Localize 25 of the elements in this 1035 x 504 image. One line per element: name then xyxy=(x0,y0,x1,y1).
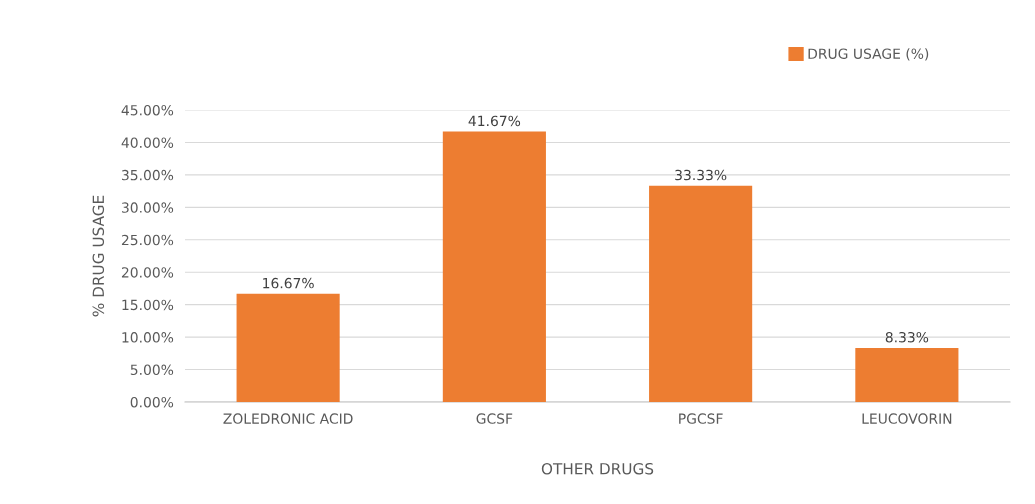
x-tick-label: PGCSF xyxy=(679,413,723,424)
y-tick-label: 35.00% xyxy=(121,169,174,181)
y-tick-label: 10.00% xyxy=(122,332,174,343)
data-label: 16.67% xyxy=(263,277,314,289)
bar xyxy=(442,131,546,402)
y-tick-label: 20.00% xyxy=(121,267,174,278)
bar xyxy=(236,293,340,402)
y-tick-label: 30.00% xyxy=(121,202,174,213)
x-axis-title: OTHER DRUGS xyxy=(541,462,654,475)
y-tick-label: 25.00% xyxy=(121,234,174,246)
y-axis-title: % DRUG USAGE xyxy=(92,195,105,317)
y-tick-label: 45.00% xyxy=(121,104,174,116)
bar xyxy=(649,185,753,402)
data-label: 8.33% xyxy=(885,331,929,343)
x-tick-label: LEUCOVORIN xyxy=(862,413,952,424)
x-tick-label: ZOLEDRONIC ACID xyxy=(223,413,353,424)
data-label: 41.67% xyxy=(468,115,521,127)
y-tick-label: 5.00% xyxy=(130,364,174,376)
y-tick-label: 15.00% xyxy=(122,299,174,311)
legend-label: DRUG USAGE (%) xyxy=(808,48,929,61)
bar xyxy=(855,347,959,402)
y-tick-label: 40.00% xyxy=(121,137,174,148)
x-tick-label: GCSF xyxy=(476,413,513,424)
y-tick-label: 0.00% xyxy=(130,396,174,408)
data-label: 33.33% xyxy=(675,169,727,181)
